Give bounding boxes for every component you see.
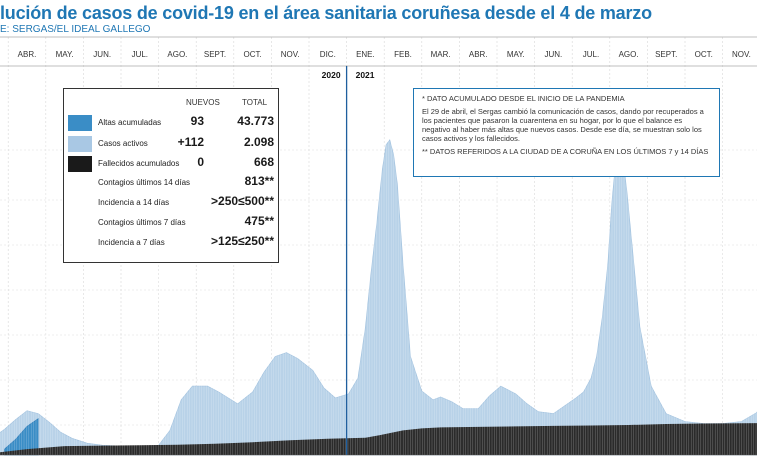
series-fallecidos-acumulados — [0, 423, 757, 455]
legend-swatch-fallecidos — [68, 156, 92, 172]
stat-label-incidencia-7: Incidencia a 7 días — [98, 238, 165, 247]
month-tick-label: DIC. — [320, 50, 336, 59]
month-tick-label: ABR. — [18, 50, 37, 59]
legend-swatch-altas — [68, 115, 92, 131]
legend-label-activos: Casos activos — [98, 139, 148, 148]
notes-box: * DATO ACUMULADO DESDE EL INICIO DE LA P… — [413, 88, 720, 177]
legend-new-fallecidos: 0 — [197, 155, 204, 169]
month-tick-label: SEPT. — [655, 50, 677, 59]
axis-layer: ABR. MAY. JUN. JUL. AGO. SEPT. OCT. NOV. DIC. ENE… — [0, 36, 757, 456]
legend-new-activos: +112 — [177, 135, 204, 149]
stat-row-incidencia-14: Incidencia a 14 días >250≤500** — [64, 193, 278, 213]
month-tick-label: JUL. — [583, 50, 599, 59]
legend-total-altas: 43.773 — [237, 114, 274, 128]
stat-value-contagios-7: 475** — [244, 214, 274, 228]
month-tick-label: SEPT. — [204, 50, 226, 59]
stat-value-incidencia-14: >250≤500** — [211, 194, 274, 208]
legend-label-altas: Altas acumuladas — [98, 118, 162, 127]
month-tick-label: OCT. — [243, 50, 261, 59]
month-tick-label: FEB. — [394, 50, 412, 59]
legend-new-altas: 93 — [190, 114, 204, 128]
month-tick-label: AGO. — [619, 50, 639, 59]
note-cumulative: * DATO ACUMULADO DESDE EL INICIO DE LA P… — [422, 94, 625, 103]
year-label-2021: 2021 — [356, 70, 375, 80]
source-label: E: SERGAS/EL IDEAL GALLEGO — [0, 24, 151, 35]
stat-label-incidencia-14: Incidencia a 14 días — [98, 198, 170, 207]
month-tick-label: NOV. — [732, 50, 751, 59]
legend-col-total: TOTAL — [242, 98, 268, 107]
stat-row-contagios-7: Contagios últimos 7 días 475** — [64, 213, 278, 233]
legend-col-new: NUEVOS — [186, 98, 220, 107]
stat-value-contagios-14: 813** — [244, 174, 274, 188]
month-tick-label: MAY. — [56, 50, 74, 59]
month-tick-label: JUN. — [545, 50, 563, 59]
legend-label-fallecidos: Fallecidos acumulados — [98, 159, 180, 168]
stat-row-incidencia-7: Incidencia a 7 días >125≤250** — [64, 233, 278, 253]
month-tick-label: AGO. — [167, 50, 187, 59]
stat-label-contagios-7: Contagios últimos 7 días — [98, 218, 186, 227]
month-tick-label: JUN. — [93, 50, 111, 59]
legend-total-activos: 2.098 — [243, 135, 274, 149]
month-tick-label: NOV. — [281, 50, 300, 59]
note-city-data: ** DATOS REFERIDOS A LA CIUDAD DE A CORU… — [422, 147, 709, 156]
month-tick-label: MAR. — [431, 50, 451, 59]
month-tick-label: JUL. — [132, 50, 148, 59]
stat-value-incidencia-7: >125≤250** — [211, 234, 274, 248]
legend-row-fallecidos: Fallecidos acumulados 0 668 — [64, 154, 278, 174]
month-tick-label: OCT. — [695, 50, 713, 59]
chart-title: lución de casos de covid-19 en el área s… — [0, 3, 652, 23]
month-tick-label: ENE. — [356, 50, 375, 59]
month-tick-label: MAY. — [507, 50, 525, 59]
month-tick-label: ABR. — [469, 50, 488, 59]
legend-row-activos: Casos activos +112 2.098 — [64, 134, 278, 154]
legend-swatch-activos — [68, 136, 92, 152]
legend-total-fallecidos: 668 — [253, 155, 274, 169]
note-sergas-change: El 29 de abril, el Sergas cambió la comu… — [422, 107, 704, 143]
legend-box: NUEVOS TOTAL Altas acumuladas 93 43.773 … — [63, 88, 279, 263]
legend-row-altas: Altas acumuladas 93 43.773 — [64, 113, 278, 133]
stat-label-contagios-14: Contagios últimos 14 días — [98, 178, 191, 187]
stat-row-contagios-14: Contagios últimos 14 días 813** — [64, 173, 278, 193]
year-label-2020: 2020 — [322, 70, 341, 80]
